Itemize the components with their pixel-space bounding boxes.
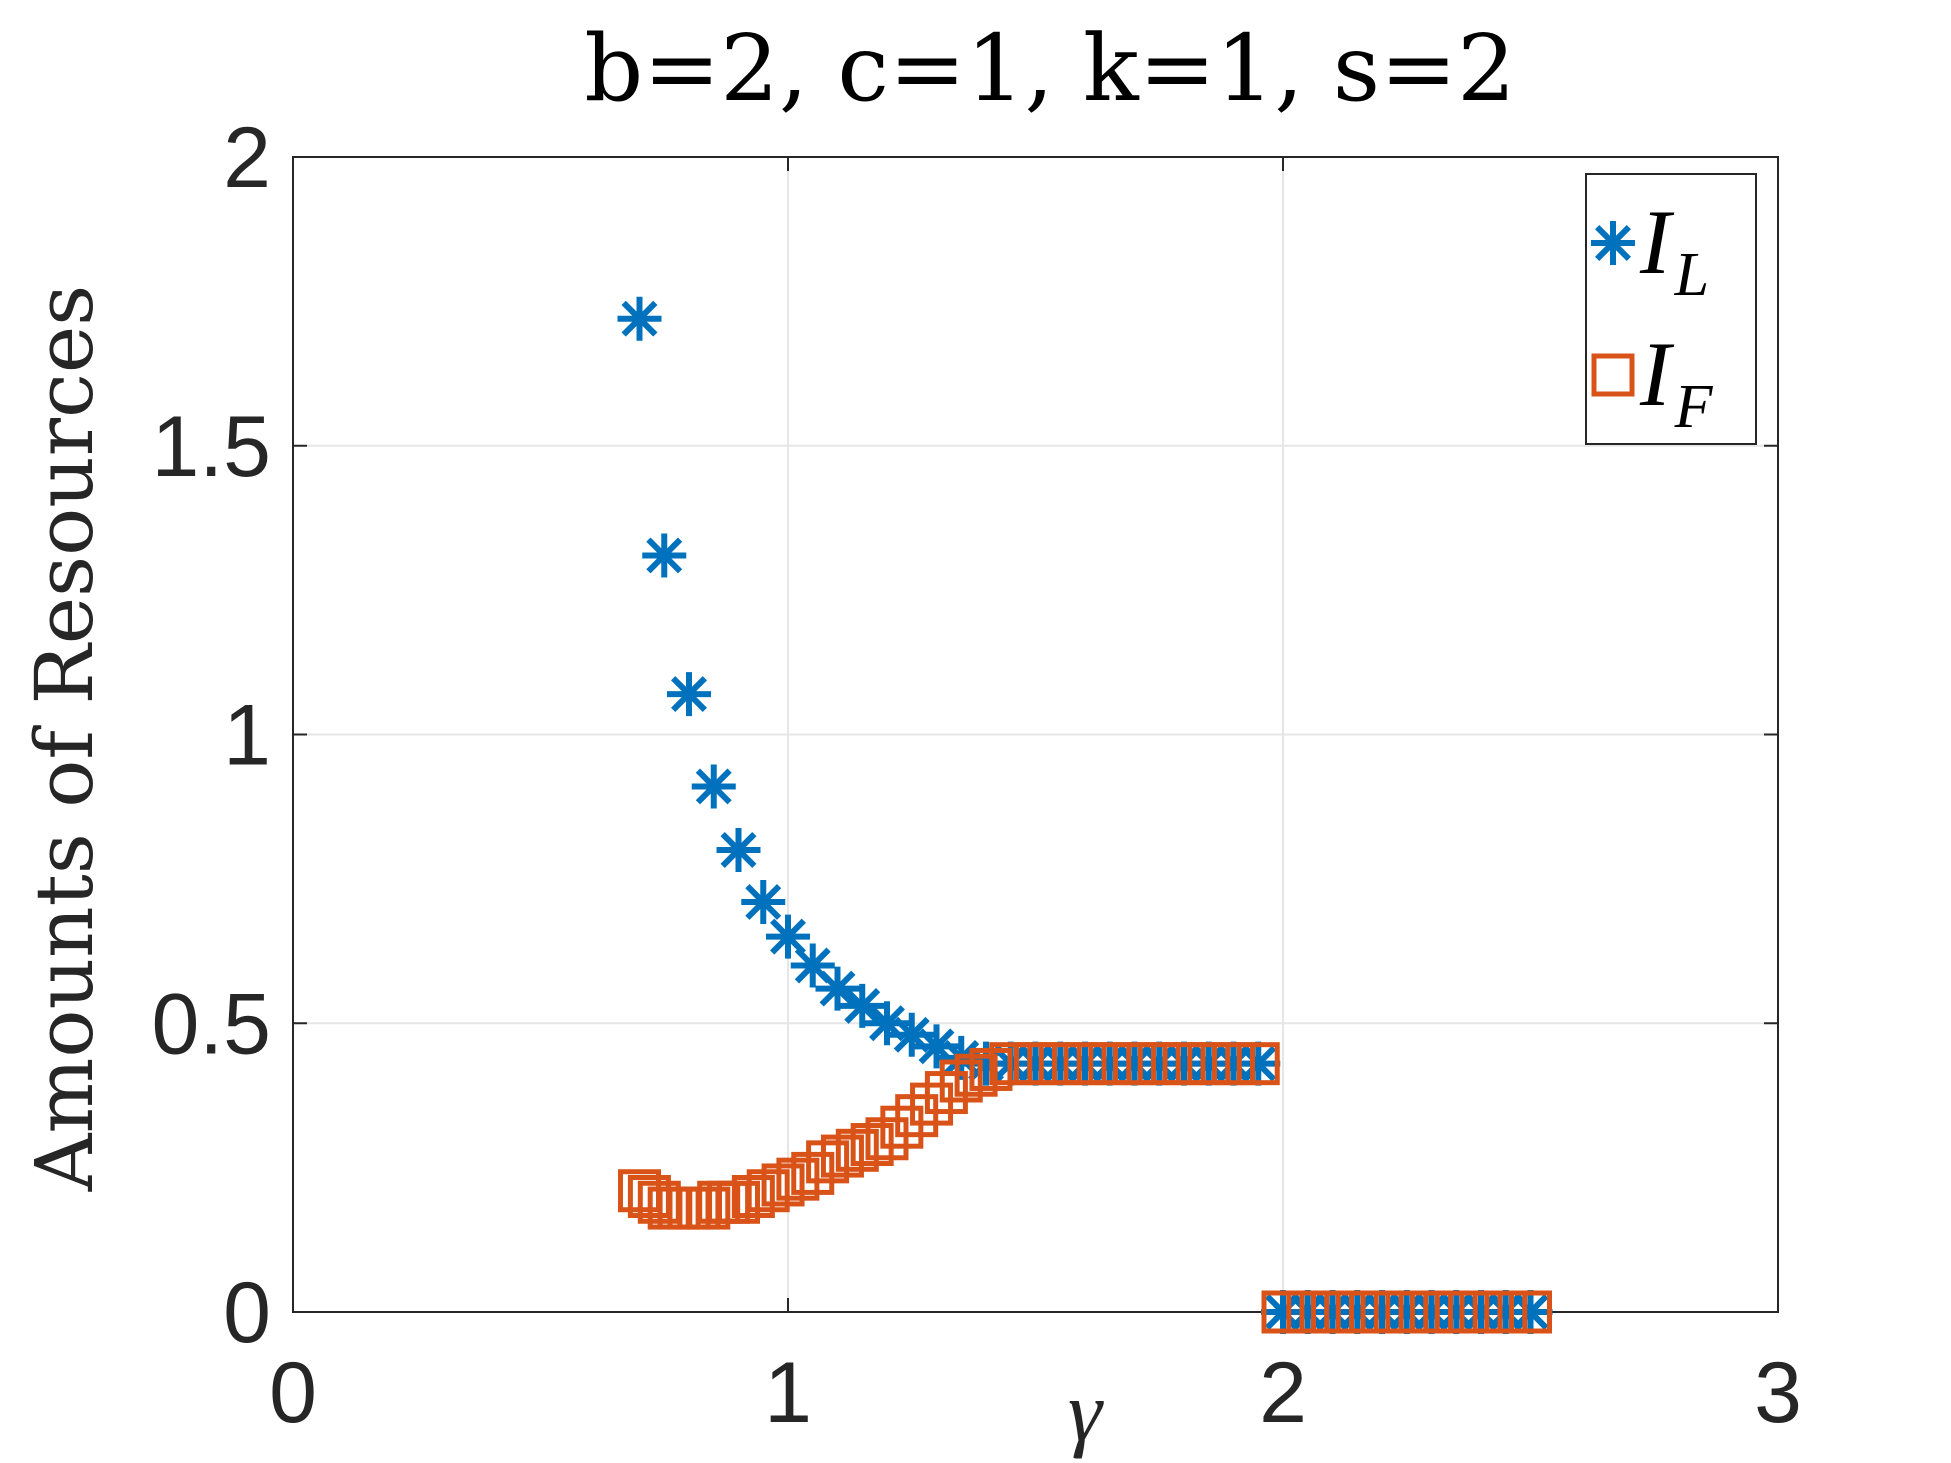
data-point-f xyxy=(1063,1042,1107,1086)
y-tick-label: 1 xyxy=(223,688,271,784)
data-point-l xyxy=(691,764,736,809)
data-point-f xyxy=(939,1059,983,1103)
data-point-f xyxy=(820,1134,864,1178)
data-point-l xyxy=(815,966,860,1011)
data-point-f xyxy=(1509,1290,1552,1334)
data-point-f xyxy=(1236,1042,1280,1086)
data-point-f xyxy=(1261,1290,1305,1334)
y-tick-label: 0 xyxy=(223,1265,271,1361)
data-point-f xyxy=(1459,1290,1503,1334)
data-point-l xyxy=(1236,1041,1281,1086)
data-point-l xyxy=(667,672,711,717)
data-point-f xyxy=(761,1163,805,1207)
data-point-f xyxy=(1113,1042,1156,1086)
axes-box xyxy=(292,156,1779,1313)
data-point-f xyxy=(880,1105,924,1149)
data-point-f xyxy=(1385,1290,1429,1334)
data-point-f xyxy=(1088,1042,1132,1086)
y-tick-label: 1.5 xyxy=(151,399,271,495)
data-point-f xyxy=(910,1082,954,1126)
data-point-f xyxy=(1137,1042,1181,1086)
data-point-f xyxy=(1335,1290,1379,1334)
y-axis-label: Amounts of Resources xyxy=(18,285,111,1192)
data-point-f xyxy=(835,1128,879,1172)
x-tick-label: 0 xyxy=(269,1345,317,1441)
data-point-f xyxy=(989,1042,1033,1086)
y-tick-label: 0.5 xyxy=(151,976,271,1072)
data-point-f xyxy=(1162,1042,1206,1086)
data-point-f xyxy=(1410,1290,1453,1334)
legend-marker-l xyxy=(1591,221,1635,265)
y-tick-label: 2 xyxy=(223,110,271,206)
legend-label-l: IL xyxy=(1639,191,1709,309)
data-point-l xyxy=(716,828,761,872)
legend-box xyxy=(1585,173,1757,445)
data-point-f xyxy=(717,1180,760,1224)
data-point-f xyxy=(1484,1290,1528,1334)
x-tick-label: 3 xyxy=(1754,1345,1802,1441)
data-point-f xyxy=(865,1117,909,1161)
data-point-f xyxy=(731,1175,775,1218)
axes xyxy=(292,156,1779,1313)
data-point-l xyxy=(642,533,687,578)
data-point-f xyxy=(1038,1042,1082,1086)
data-point-f xyxy=(806,1140,850,1184)
series-l xyxy=(617,296,1553,1334)
data-point-f xyxy=(1286,1290,1330,1334)
data-point-f xyxy=(1434,1290,1478,1334)
legend: IL IF xyxy=(1585,173,1757,445)
x-tick-label: 1 xyxy=(764,1345,812,1441)
data-point-l xyxy=(766,914,810,959)
tick-labels: 0 1 2 3 0 0.5 1 1.5 2 xyxy=(151,110,1801,1441)
legend-label-f: IF xyxy=(1639,323,1714,441)
data-point-f xyxy=(895,1094,939,1138)
chart-title: b=2, c=1, k=1, s=2 xyxy=(584,15,1515,122)
data-point-f xyxy=(1187,1042,1231,1086)
x-tick-label: 2 xyxy=(1259,1345,1307,1441)
data-point-l xyxy=(1508,1290,1553,1334)
data-point-l xyxy=(840,983,885,1028)
data-marks xyxy=(617,296,1553,1334)
data-point-l xyxy=(741,879,786,924)
data-point-f xyxy=(954,1053,998,1097)
x-axis-label: γ xyxy=(1068,1363,1104,1459)
data-point-l xyxy=(617,296,662,341)
data-point-f xyxy=(1311,1290,1354,1334)
data-point-f xyxy=(1014,1042,1057,1086)
data-point-f xyxy=(1360,1290,1404,1334)
legend-marker-f xyxy=(1591,353,1635,397)
data-point-f xyxy=(1212,1042,1255,1086)
data-point-f xyxy=(746,1169,790,1213)
series-f xyxy=(618,1042,1552,1334)
